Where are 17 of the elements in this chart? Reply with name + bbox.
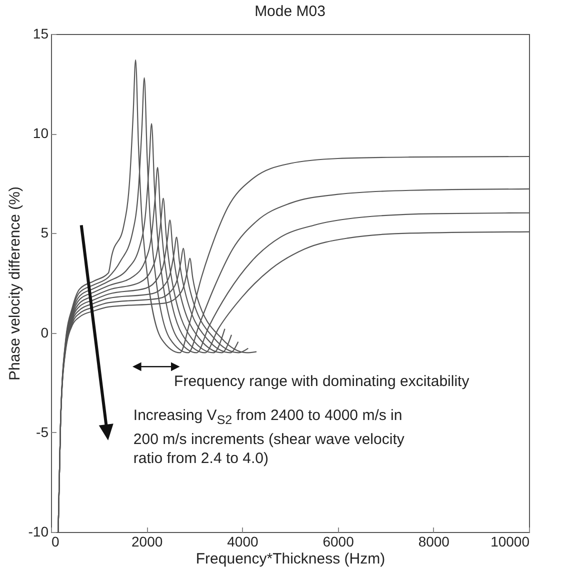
annotation: Increasing V$_{S2}$ from 2400 to 4000 m/s in 200 m/s increments (shear wave velocity ratio from 2.4 to 4.0) [133,406,406,468]
x-tick-label: 2000 [132,534,163,550]
chart-title: Mode M03 [254,3,326,20]
y-tick-label: -5 [36,424,49,440]
x-tick-label: 8000 [418,534,450,550]
x-tick-label: 0 [52,534,60,550]
y-tick-label: 10 [32,125,49,142]
y-tick-label: 5 [40,224,49,241]
x-tick-label: 4000 [227,534,258,550]
annotation: Frequency range with dominating excitability [174,372,470,391]
y-tick-label: 15 [32,26,49,42]
y-axis-title: Phase velocity difference (%) [6,186,24,380]
x-tick-label: 10000 [490,534,530,550]
x-tick-label: 6000 [322,534,354,550]
y-tick-label: 0 [40,324,49,340]
x-axis-title: Frequency*Thickness (Hzm) [196,550,386,568]
y-tick-label: -10 [28,524,49,540]
